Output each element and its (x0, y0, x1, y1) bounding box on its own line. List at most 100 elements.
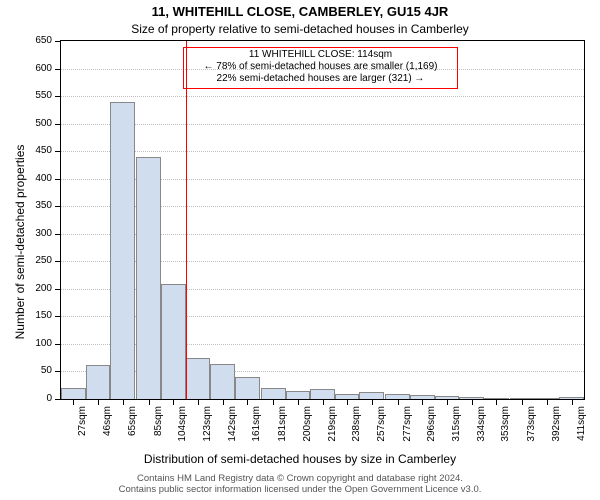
y-tick-mark (55, 69, 60, 70)
y-tick-mark (55, 344, 60, 345)
x-tick-label: 296sqm (426, 406, 437, 450)
x-tick-mark (398, 400, 399, 405)
x-tick-label: 161sqm (251, 406, 262, 450)
y-tick-mark (55, 96, 60, 97)
y-tick-label: 200 (22, 283, 52, 294)
histogram-bar (86, 365, 111, 399)
y-tick-label: 150 (22, 310, 52, 321)
x-tick-label: 181sqm (277, 406, 288, 450)
histogram-bar (286, 391, 311, 399)
y-tick-mark (55, 151, 60, 152)
x-tick-label: 27sqm (77, 406, 88, 450)
y-tick-label: 350 (22, 200, 52, 211)
histogram-bar (385, 394, 410, 400)
x-tick-label: 46sqm (102, 406, 113, 450)
annotation-line-3: 22% semi-detached houses are larger (321… (186, 73, 455, 85)
gridline-h (61, 151, 584, 152)
x-tick-label: 411sqm (576, 406, 587, 450)
y-tick-mark (55, 234, 60, 235)
x-tick-mark (447, 400, 448, 405)
x-tick-label: 85sqm (153, 406, 164, 450)
x-tick-mark (422, 400, 423, 405)
histogram-bar (559, 397, 584, 399)
x-tick-label: 257sqm (376, 406, 387, 450)
chart-plot-area: 11 WHITEHILL CLOSE: 114sqm ← 78% of semi… (60, 40, 585, 400)
y-tick-label: 250 (22, 255, 52, 266)
y-tick-mark (55, 41, 60, 42)
x-tick-label: 315sqm (451, 406, 462, 450)
y-tick-mark (55, 124, 60, 125)
chart-subtitle: Size of property relative to semi-detach… (0, 22, 600, 36)
chart-title-address: 11, WHITEHILL CLOSE, CAMBERLEY, GU15 4JR (0, 4, 600, 19)
y-tick-label: 550 (22, 90, 52, 101)
x-tick-mark (472, 400, 473, 405)
x-tick-mark (223, 400, 224, 405)
histogram-bar (110, 102, 135, 399)
x-tick-mark (572, 400, 573, 405)
x-tick-mark (347, 400, 348, 405)
histogram-bar (61, 388, 86, 399)
y-tick-mark (55, 371, 60, 372)
x-tick-mark (149, 400, 150, 405)
y-tick-mark (55, 399, 60, 400)
histogram-bar (136, 157, 161, 399)
annotation-box: 11 WHITEHILL CLOSE: 114sqm ← 78% of semi… (183, 47, 458, 89)
histogram-bar (535, 398, 560, 399)
x-tick-label: 334sqm (476, 406, 487, 450)
y-tick-label: 650 (22, 35, 52, 46)
x-tick-mark (73, 400, 74, 405)
histogram-bar (510, 398, 535, 399)
y-tick-mark (55, 179, 60, 180)
property-size-marker-line (186, 41, 187, 399)
x-tick-label: 142sqm (227, 406, 238, 450)
gridline-h (61, 124, 584, 125)
x-tick-mark (323, 400, 324, 405)
y-tick-label: 400 (22, 173, 52, 184)
x-tick-mark (372, 400, 373, 405)
histogram-bar (235, 377, 260, 399)
y-tick-mark (55, 261, 60, 262)
x-tick-label: 65sqm (127, 406, 138, 450)
attribution-footer: Contains HM Land Registry data © Crown c… (0, 474, 600, 496)
x-tick-mark (496, 400, 497, 405)
histogram-bar (359, 392, 384, 399)
x-tick-mark (273, 400, 274, 405)
x-tick-mark (298, 400, 299, 405)
y-tick-label: 500 (22, 118, 52, 129)
histogram-bar (459, 397, 484, 399)
histogram-bar (261, 388, 286, 399)
annotation-line-1: 11 WHITEHILL CLOSE: 114sqm (186, 49, 455, 61)
x-tick-label: 200sqm (302, 406, 313, 450)
x-tick-mark (247, 400, 248, 405)
y-tick-mark (55, 316, 60, 317)
y-tick-label: 600 (22, 63, 52, 74)
histogram-bar (186, 358, 211, 399)
histogram-bar (435, 396, 460, 399)
gridline-h (61, 96, 584, 97)
y-tick-label: 300 (22, 228, 52, 239)
y-tick-label: 450 (22, 145, 52, 156)
histogram-bar (484, 398, 509, 399)
y-tick-mark (55, 206, 60, 207)
x-tick-mark (522, 400, 523, 405)
x-axis-label: Distribution of semi-detached houses by … (0, 452, 600, 466)
y-tick-label: 100 (22, 338, 52, 349)
y-tick-label: 0 (22, 393, 52, 404)
histogram-bar (410, 395, 435, 399)
y-tick-label: 50 (22, 365, 52, 376)
footer-line-2: Contains public sector information licen… (0, 485, 600, 496)
x-tick-label: 238sqm (351, 406, 362, 450)
x-tick-mark (547, 400, 548, 405)
x-tick-label: 353sqm (500, 406, 511, 450)
x-tick-mark (98, 400, 99, 405)
x-tick-label: 123sqm (202, 406, 213, 450)
histogram-bar (335, 394, 360, 400)
x-tick-label: 219sqm (327, 406, 338, 450)
x-tick-label: 104sqm (177, 406, 188, 450)
histogram-bar (210, 364, 235, 399)
x-tick-mark (198, 400, 199, 405)
y-tick-mark (55, 289, 60, 290)
histogram-bar (161, 284, 186, 399)
x-tick-mark (123, 400, 124, 405)
x-tick-mark (173, 400, 174, 405)
